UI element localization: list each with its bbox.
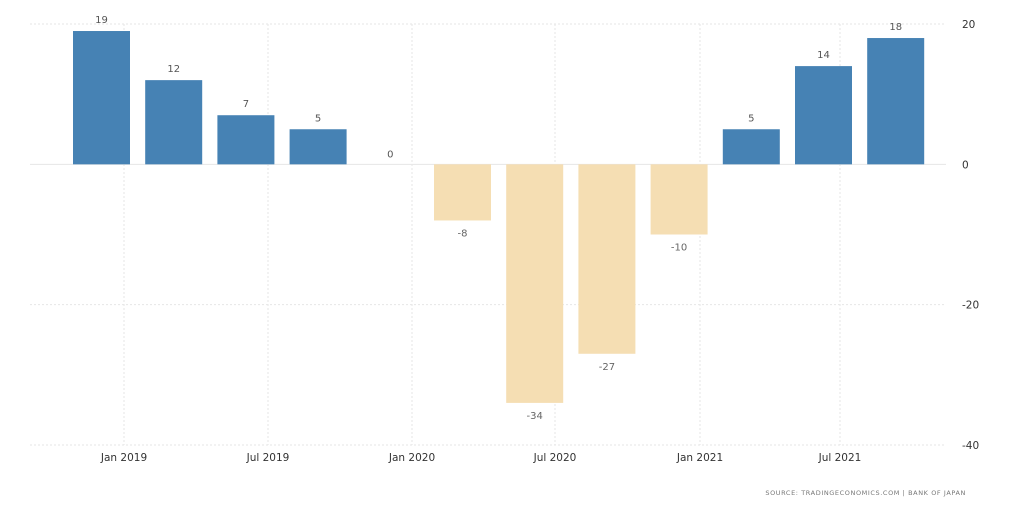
y-tick-label: 0 <box>962 159 969 171</box>
bar[interactable] <box>434 164 491 221</box>
bar[interactable] <box>506 164 564 403</box>
y-tick-label: -40 <box>962 440 979 452</box>
y-tick-label: -20 <box>962 300 979 312</box>
y-axis: 20 0 -20 -40 <box>962 19 979 452</box>
x-tick-label: Jul 2021 <box>818 452 862 464</box>
x-tick-label: Jul 2020 <box>533 452 577 464</box>
bar[interactable] <box>722 129 780 165</box>
data-label: 19 <box>95 15 108 26</box>
bar[interactable] <box>578 164 636 354</box>
x-tick-label: Jul 2019 <box>246 452 290 464</box>
bar[interactable] <box>795 66 852 165</box>
data-label: 18 <box>889 22 902 33</box>
source-attribution: SOURCE: TRADINGECONOMICS.COM | BANK OF J… <box>765 489 966 497</box>
x-axis: Jan 2019 Jul 2019 Jan 2020 Jul 2020 Jan 2021… <box>100 452 861 464</box>
data-labels-layer: 19 12 7 5 0 -8 -34 -27 -10 5 14 18 <box>95 15 902 422</box>
bar[interactable] <box>867 38 925 165</box>
data-label: 7 <box>243 99 249 110</box>
y-tick-label: 20 <box>962 19 975 31</box>
x-tick-label: Jan 2020 <box>388 452 435 464</box>
bar[interactable] <box>73 31 130 165</box>
data-label: 5 <box>315 113 321 124</box>
bar[interactable] <box>650 164 708 235</box>
x-tick-label: Jan 2021 <box>676 452 723 464</box>
x-tick-label: Jan 2019 <box>100 452 147 464</box>
bars-layer <box>73 31 925 403</box>
data-label: -8 <box>458 228 468 239</box>
data-label: 14 <box>817 50 830 61</box>
data-label: 0 <box>387 149 393 160</box>
data-label: 12 <box>167 64 180 75</box>
data-label: -10 <box>671 243 687 254</box>
data-label: -34 <box>527 411 543 422</box>
data-label: 5 <box>748 113 754 124</box>
bar[interactable] <box>289 129 347 165</box>
data-label: -27 <box>599 362 615 373</box>
bar[interactable] <box>217 115 275 165</box>
bar[interactable] <box>145 80 203 165</box>
